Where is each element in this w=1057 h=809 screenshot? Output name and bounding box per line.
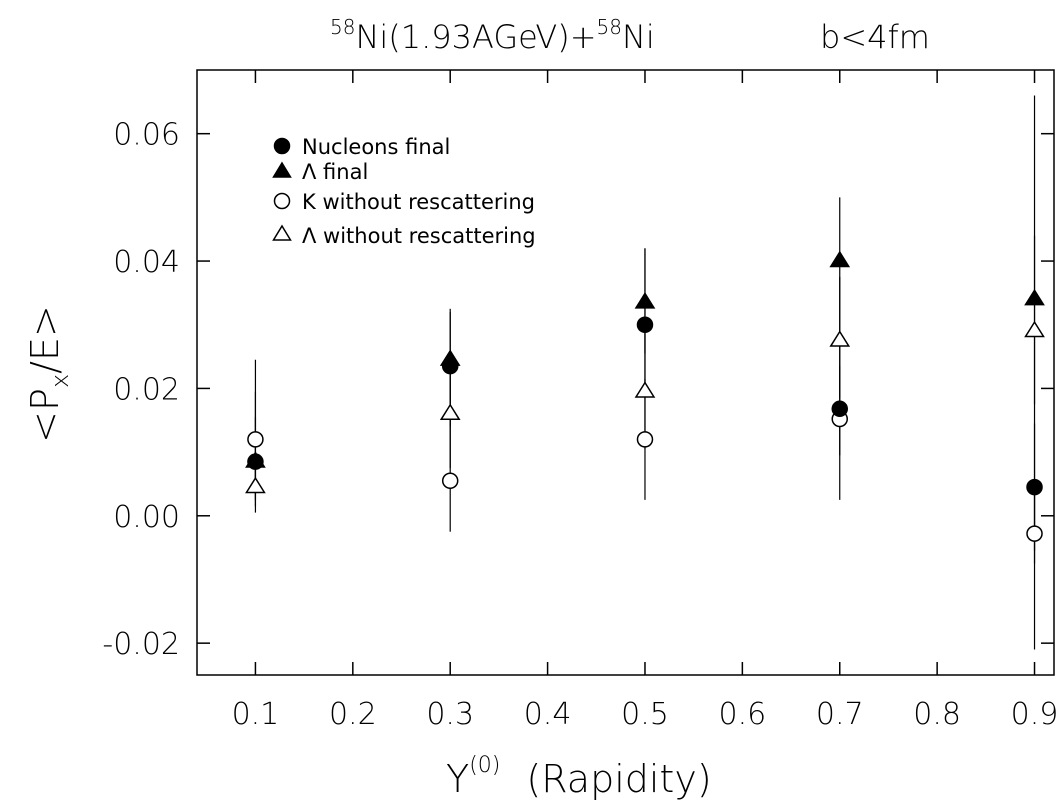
data-point <box>1026 478 1043 496</box>
y-axis-label-open: <P <box>23 388 67 443</box>
data-point <box>441 472 459 490</box>
x-tick-label: 0.9 <box>1011 697 1057 732</box>
legend-label-lambda-without-rescattering: Λ without rescattering <box>302 224 536 248</box>
legend-marker-open-triangle <box>272 224 292 241</box>
x-axis-label: Y(0) (Rapidity) <box>446 753 712 801</box>
legend-marker-filled-triangle <box>272 161 292 178</box>
x-tick-label: 0.6 <box>719 697 767 732</box>
error-bars <box>254 95 1036 650</box>
data-point <box>441 357 459 375</box>
y-tick-label: -0.02 <box>102 627 180 662</box>
title-isotope-superscript: 58 <box>330 15 355 39</box>
data-point <box>245 476 266 494</box>
title-projectile: Ni(1.93AGeV)+ <box>355 18 596 56</box>
data-point <box>634 381 656 398</box>
y-axis-label-close: /E> <box>23 305 67 374</box>
legend-item-k-without-rescattering: K without rescattering <box>273 190 535 214</box>
data-point <box>636 316 654 333</box>
data-point <box>1024 288 1045 306</box>
legend-label-nucleons-final: Nucleons final <box>302 135 450 159</box>
data-point <box>1024 320 1045 338</box>
data-point <box>634 292 656 309</box>
legend: Nucleons final Λ final K without rescatt… <box>272 135 536 248</box>
legend-marker-open-circle <box>273 192 291 210</box>
y-tick-label: 0.02 <box>113 372 180 407</box>
x-tick-label: 0.7 <box>816 697 864 732</box>
data-point <box>247 431 264 448</box>
legend-item-nucleons-final: Nucleons final <box>273 135 450 159</box>
data-point <box>247 453 264 470</box>
title-target: Ni <box>622 18 655 56</box>
x-tick-label: 0.2 <box>329 697 377 732</box>
legend-label-lambda-final: Λ final <box>302 160 368 184</box>
y-tick-label: 0.06 <box>113 118 180 153</box>
legend-marker-filled-circle <box>273 137 291 155</box>
x-tick-label: 0.4 <box>524 697 572 732</box>
data-point <box>636 431 654 448</box>
y-axis-label: <Px/E> <box>23 305 74 443</box>
axis-ticks <box>197 70 1054 675</box>
chart-title: 58Ni(1.93AGeV)+58Ni <box>330 15 655 56</box>
data-point <box>1026 525 1043 542</box>
x-tick-labels: 0.1 0.2 0.3 0.4 0.5 0.6 0.7 0.8 0.9 <box>232 697 1057 732</box>
y-tick-label: 0.00 <box>113 500 180 535</box>
x-tick-label: 0.3 <box>426 697 474 732</box>
legend-item-lambda-final: Λ final <box>272 160 368 184</box>
data-point <box>831 400 848 418</box>
x-tick-label: 0.5 <box>621 697 669 732</box>
legend-label-k-without-rescattering: K without rescattering <box>302 190 535 214</box>
y-tick-label: 0.04 <box>113 245 180 280</box>
data-point <box>829 330 851 347</box>
x-axis-label-text: (Rapidity) <box>526 757 711 801</box>
data-point <box>829 250 851 268</box>
plot-frame <box>196 69 1055 676</box>
title-target-superscript: 58 <box>597 15 622 39</box>
y-axis-label-subscript: x <box>46 374 74 388</box>
data-markers <box>245 250 1045 542</box>
y-tick-labels: -0.02 0.00 0.02 0.04 0.06 <box>102 118 180 662</box>
title-impact-cut: b<4fm <box>820 18 930 56</box>
x-axis-label-symbol: Y <box>446 757 469 801</box>
legend-item-lambda-without-rescattering: Λ without rescattering <box>272 224 536 248</box>
x-tick-label: 0.8 <box>913 697 961 732</box>
x-tick-label: 0.1 <box>232 697 280 732</box>
data-point <box>439 403 461 421</box>
x-axis-label-superscript: (0) <box>469 753 500 778</box>
